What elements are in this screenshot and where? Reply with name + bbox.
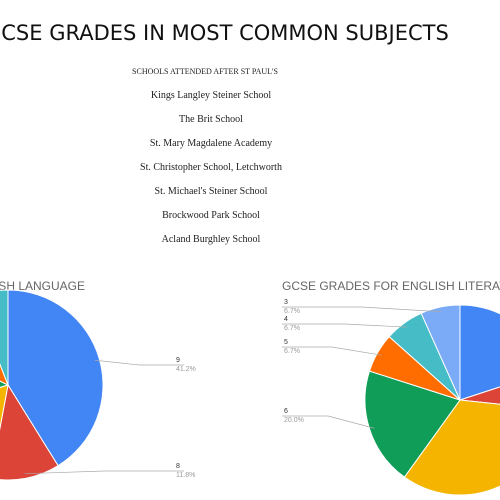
pie-slice	[0, 380, 10, 388]
chart-title: GCSE GRADES FOR ENGLISH LANGUAGE	[0, 279, 85, 293]
leader-line	[282, 415, 375, 429]
leader-line	[282, 323, 407, 328]
slice-label: 8	[176, 463, 180, 470]
pie-slice	[0, 384, 9, 431]
slice-value-label: 6.7%	[284, 325, 300, 332]
slice-label: 5	[284, 339, 288, 346]
school-name: St. Mary Magdalene Academy	[150, 138, 272, 149]
pie-slice	[459, 386, 500, 405]
chart-title: GCSE GRADES FOR ENGLISH LITERATURE	[282, 279, 500, 293]
slice-label: 4	[284, 316, 288, 323]
school-name: Acland Burghley School	[162, 234, 261, 245]
pie-slice	[420, 304, 461, 401]
slice-label: 6	[284, 408, 288, 415]
leader-line	[24, 470, 184, 475]
slice-value-label: 6.7%	[284, 308, 300, 315]
page-title: GCSE GRADES IN MOST COMMON SUBJECTS	[0, 21, 449, 45]
slice-value-label: 6.7%	[284, 348, 300, 355]
school-name: Brockwood Park School	[162, 210, 260, 221]
pie-slice	[0, 289, 9, 386]
leader-line	[282, 306, 442, 313]
pie-slice	[7, 289, 104, 467]
school-name: St. Christopher School, Letchworth	[140, 162, 282, 173]
slice-value-label: 20.0%	[284, 417, 304, 424]
slice-value-label: 11.8%	[176, 472, 195, 479]
slice-label: 9	[176, 357, 180, 364]
leader-line	[94, 359, 184, 366]
pie-slice	[364, 370, 461, 478]
subtitle: SCHOOLS ATTENDED AFTER ST PAUL'S	[132, 67, 278, 76]
pie-slice	[0, 363, 9, 387]
school-name: The Brit School	[179, 114, 243, 125]
slice-label: 3	[284, 299, 288, 306]
school-name: St. Michael's Steiner School	[155, 186, 268, 197]
school-name: Kings Langley Steiner School	[151, 90, 271, 101]
pie-slice	[459, 304, 500, 401]
pie-slice	[403, 399, 500, 496]
leader-line	[282, 346, 382, 356]
slice-value-label: 41.2%	[176, 366, 196, 373]
pie-slice	[0, 383, 59, 481]
